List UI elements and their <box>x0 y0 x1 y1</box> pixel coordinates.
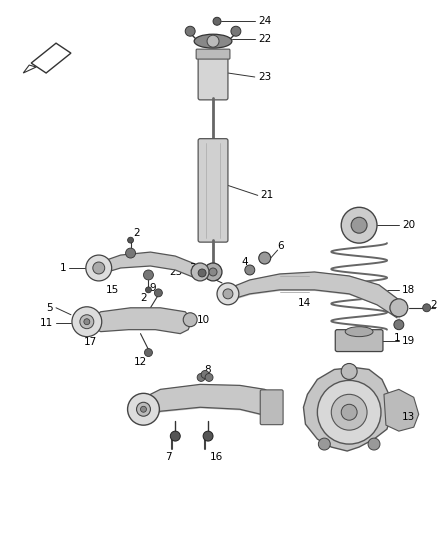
Text: 2: 2 <box>430 300 437 310</box>
Circle shape <box>205 374 213 382</box>
Circle shape <box>203 431 213 441</box>
Text: 20: 20 <box>402 220 415 230</box>
Circle shape <box>145 287 152 293</box>
Polygon shape <box>101 252 200 278</box>
Circle shape <box>197 374 205 382</box>
Circle shape <box>72 307 102 337</box>
Ellipse shape <box>194 34 232 48</box>
Polygon shape <box>23 65 36 73</box>
Circle shape <box>331 394 367 430</box>
Polygon shape <box>89 308 192 334</box>
Circle shape <box>141 406 146 412</box>
Circle shape <box>84 319 90 325</box>
Circle shape <box>223 289 233 299</box>
Text: 14: 14 <box>298 298 311 308</box>
Circle shape <box>126 248 135 258</box>
Circle shape <box>93 262 105 274</box>
Circle shape <box>86 255 112 281</box>
Circle shape <box>145 349 152 357</box>
Circle shape <box>127 237 134 243</box>
Text: 24: 24 <box>258 17 271 26</box>
FancyBboxPatch shape <box>335 330 383 352</box>
Text: 22: 22 <box>258 34 271 44</box>
Circle shape <box>183 313 197 327</box>
Text: 17: 17 <box>84 337 97 346</box>
Text: 25: 25 <box>169 267 182 277</box>
Text: 19: 19 <box>402 336 415 345</box>
Circle shape <box>213 17 221 25</box>
Text: 5: 5 <box>46 303 53 313</box>
Circle shape <box>318 438 330 450</box>
Circle shape <box>245 265 255 275</box>
Text: 7: 7 <box>165 452 172 462</box>
Text: 16: 16 <box>210 452 223 462</box>
Circle shape <box>341 207 377 243</box>
Text: 1: 1 <box>60 263 66 273</box>
Circle shape <box>341 364 357 379</box>
Circle shape <box>209 268 217 276</box>
Ellipse shape <box>345 327 373 337</box>
Text: 9: 9 <box>149 283 156 293</box>
Text: 11: 11 <box>40 318 53 328</box>
Circle shape <box>191 263 209 281</box>
Circle shape <box>368 438 380 450</box>
Circle shape <box>155 289 162 297</box>
Text: 2: 2 <box>134 228 140 238</box>
Text: 12: 12 <box>134 357 147 367</box>
Circle shape <box>231 26 241 36</box>
Circle shape <box>217 283 239 305</box>
Circle shape <box>207 35 219 47</box>
Circle shape <box>204 263 222 281</box>
Circle shape <box>137 402 150 416</box>
FancyBboxPatch shape <box>198 139 228 242</box>
Text: 2: 2 <box>141 293 147 303</box>
Circle shape <box>201 370 209 378</box>
Circle shape <box>341 404 357 420</box>
FancyBboxPatch shape <box>196 49 230 59</box>
Text: 1: 1 <box>394 333 400 343</box>
Circle shape <box>390 299 408 317</box>
Circle shape <box>144 270 153 280</box>
Text: 23: 23 <box>258 72 271 82</box>
Text: 18: 18 <box>402 285 415 295</box>
Text: 3: 3 <box>190 263 196 273</box>
Polygon shape <box>304 367 392 451</box>
Circle shape <box>423 304 431 312</box>
Circle shape <box>351 217 367 233</box>
Polygon shape <box>31 43 71 73</box>
FancyBboxPatch shape <box>260 390 283 425</box>
Circle shape <box>80 315 94 329</box>
Text: 8: 8 <box>204 366 210 375</box>
Text: 6: 6 <box>278 241 284 251</box>
Circle shape <box>198 269 206 277</box>
Text: 10: 10 <box>197 314 210 325</box>
Text: 4: 4 <box>241 257 248 267</box>
Circle shape <box>185 26 195 36</box>
Circle shape <box>259 252 271 264</box>
Polygon shape <box>384 389 419 431</box>
Circle shape <box>170 431 180 441</box>
Text: 13: 13 <box>402 412 415 422</box>
Circle shape <box>318 381 381 444</box>
Circle shape <box>394 320 404 330</box>
Text: 15: 15 <box>106 285 119 295</box>
FancyBboxPatch shape <box>198 51 228 100</box>
Text: 21: 21 <box>261 190 274 200</box>
Circle shape <box>127 393 159 425</box>
